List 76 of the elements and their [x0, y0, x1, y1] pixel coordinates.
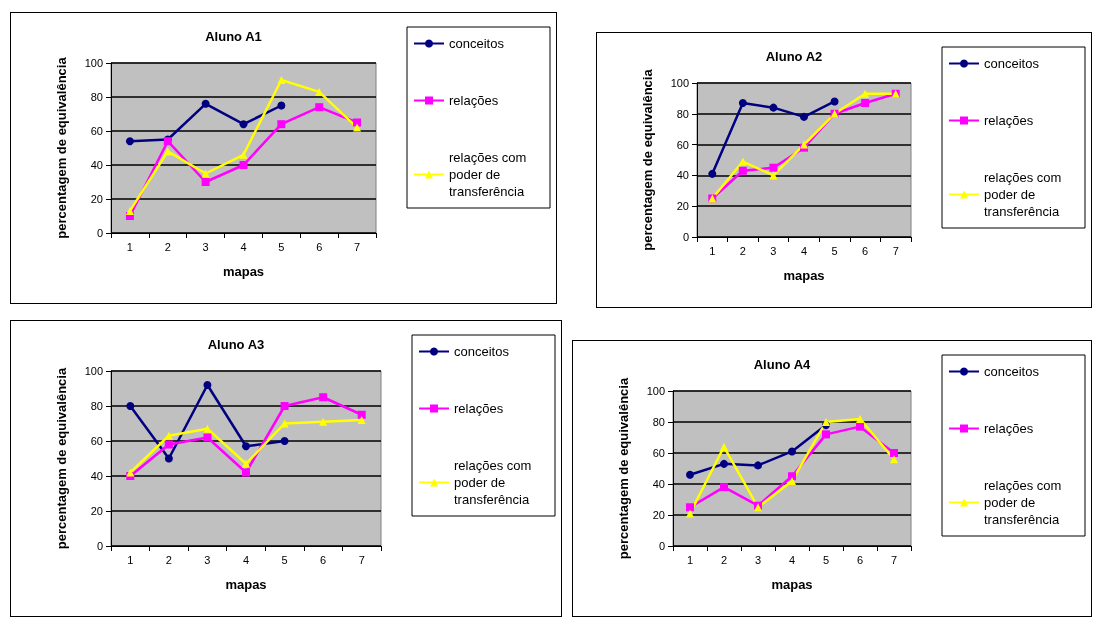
- x-tick-label: 6: [856, 553, 864, 566]
- x-tick-label: 2: [720, 553, 728, 566]
- x-tick-label: 6: [862, 244, 869, 257]
- y-tick-label: 60: [676, 138, 689, 151]
- y-tick-label: 100: [84, 57, 103, 69]
- y-tick-label: 40: [90, 159, 103, 171]
- x-tick-label: 5: [831, 244, 838, 257]
- x-tick-label: 4: [240, 240, 247, 253]
- x-tick-label: 4: [788, 553, 796, 566]
- y-tick-label: 80: [652, 416, 665, 428]
- x-tick-label: 5: [278, 240, 285, 253]
- y-tick-label: 100: [84, 365, 103, 377]
- y-axis-title: percentagem de equivalência: [616, 377, 631, 560]
- legend-label: conceitos: [454, 344, 510, 359]
- y-tick-label: 0: [682, 231, 689, 243]
- y-tick-label: 60: [90, 435, 103, 447]
- x-tick-label: 3: [204, 553, 211, 566]
- y-tick-label: 40: [652, 478, 665, 490]
- y-tick-label: 0: [96, 540, 103, 552]
- y-tick-label: 80: [90, 91, 103, 103]
- legend-label: relações: [984, 421, 1034, 436]
- chart-title: Aluno A3: [207, 337, 265, 352]
- legend-label: relações: [454, 401, 504, 416]
- legend-label: conceitos: [984, 364, 1040, 379]
- y-tick-label: 20: [90, 193, 103, 205]
- legend-label: relações com poder de transferência: [454, 458, 535, 507]
- y-tick-label: 40: [90, 470, 103, 482]
- x-tick-label: 1: [127, 553, 134, 566]
- legend-label: relações com poder de transferência: [984, 478, 1065, 527]
- x-tick-label: 3: [202, 240, 209, 253]
- x-tick-label: 6: [320, 553, 327, 566]
- y-tick-label: 0: [96, 227, 103, 239]
- y-tick-label: 20: [652, 509, 665, 521]
- y-tick-label: 20: [90, 505, 103, 517]
- x-tick-label: 7: [358, 553, 365, 566]
- x-tick-label: 3: [754, 553, 762, 566]
- x-tick-label: 4: [242, 553, 250, 566]
- legend-label: relações com poder de transferência: [449, 150, 530, 199]
- chart-title: Aluno A2: [765, 49, 823, 64]
- x-tick-label: 1: [686, 553, 694, 566]
- y-axis-title: percentagem de equivalência: [54, 367, 69, 550]
- y-tick-label: 100: [646, 385, 665, 397]
- legend-label: relações: [449, 93, 499, 108]
- x-tick-label: 4: [800, 244, 808, 257]
- chart-title: Aluno A1: [205, 29, 262, 44]
- y-axis-title: percentagem de equivalência: [54, 56, 69, 239]
- legend-label: conceitos: [984, 56, 1040, 71]
- x-tick-label: 5: [281, 553, 288, 566]
- legend-label: conceitos: [449, 36, 505, 51]
- y-tick-label: 80: [90, 400, 103, 412]
- x-axis-title: mapas: [783, 268, 825, 283]
- x-tick-label: 7: [354, 240, 361, 253]
- y-tick-label: 20: [676, 200, 689, 213]
- x-tick-label: 2: [165, 553, 172, 566]
- x-axis-title: mapas: [771, 577, 813, 592]
- x-tick-label: 2: [164, 240, 171, 253]
- chart-title: Aluno A4: [753, 357, 812, 372]
- x-tick-label: 1: [709, 244, 716, 257]
- y-tick-label: 60: [652, 447, 665, 459]
- y-tick-label: 100: [670, 77, 689, 89]
- x-tick-label: 5: [822, 553, 830, 566]
- y-tick-label: 40: [676, 169, 689, 182]
- x-axis-title: mapas: [222, 264, 265, 279]
- legend-label: relações com poder de transferência: [984, 170, 1065, 219]
- x-tick-label: 6: [316, 240, 323, 253]
- y-tick-label: 80: [676, 107, 689, 120]
- y-axis-title: percentagem de equivalência: [640, 68, 655, 251]
- y-tick-label: 60: [90, 125, 103, 137]
- x-axis-title: mapas: [225, 577, 267, 592]
- x-tick-label: 2: [739, 244, 746, 257]
- x-tick-label: 7: [892, 244, 899, 257]
- x-tick-label: 3: [770, 244, 777, 257]
- y-tick-label: 0: [658, 540, 665, 552]
- legend-label: relações: [984, 113, 1034, 128]
- x-tick-label: 7: [890, 553, 898, 566]
- x-tick-label: 1: [126, 240, 133, 253]
